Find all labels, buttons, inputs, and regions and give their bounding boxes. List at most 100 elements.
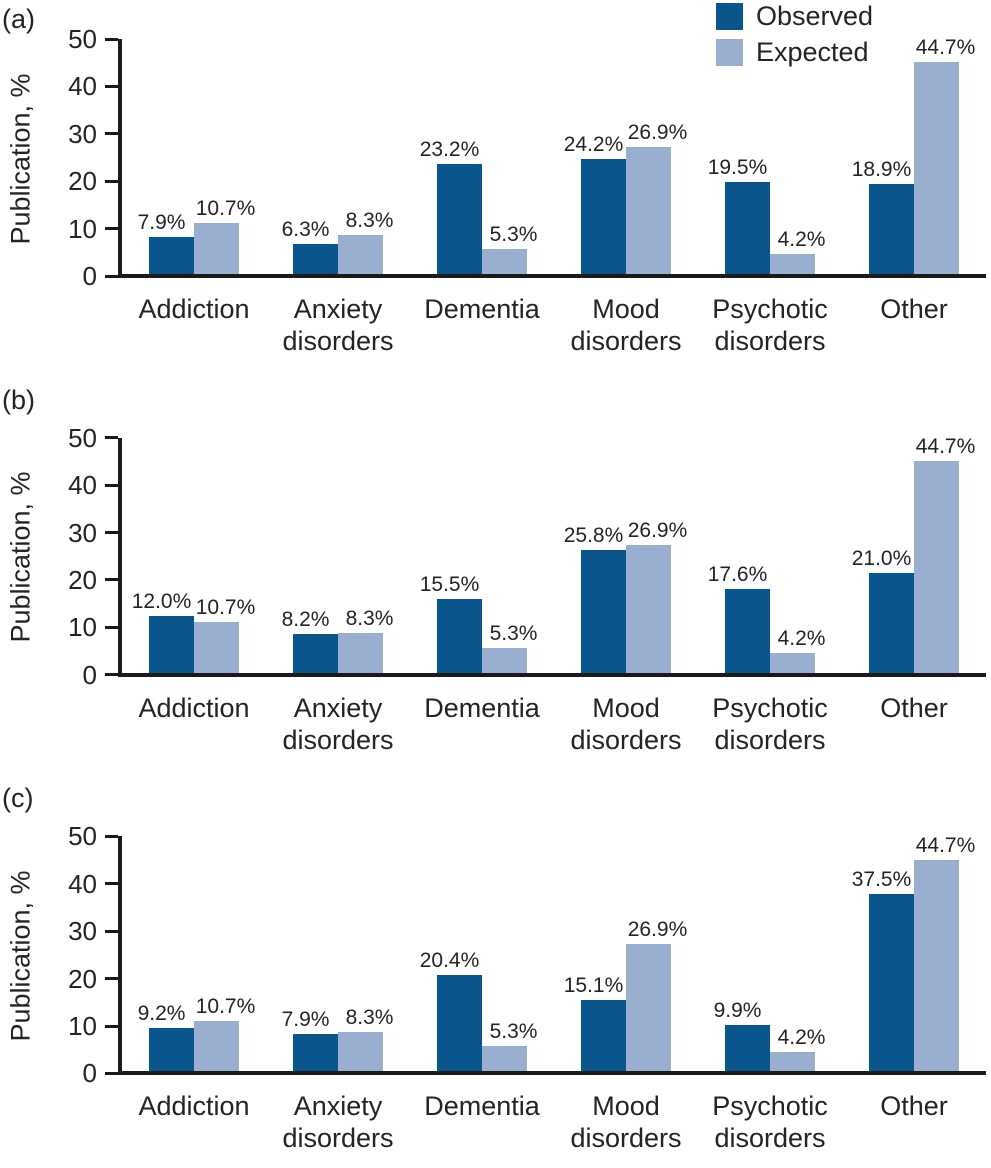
bar-expected-mood-disorders: 26.9%	[626, 122, 687, 274]
y-tick-label: 40	[68, 71, 97, 102]
legend-swatch-observed-icon	[715, 3, 743, 30]
y-tick-label: 0	[82, 261, 97, 291]
y-tick-mark	[105, 673, 118, 677]
panel-c-category-labels: Addiction Anxiety disorders Dementia Moo…	[0, 1091, 991, 1155]
y-tick-mark	[105, 531, 118, 535]
bar-observed-psychotic-disorders: 19.5%	[708, 157, 770, 274]
panel-b-plot-area: 12.0% 10.7% 8.2% 8.3% 15.5% 5.3% 25.8% 26.9% 17.…	[118, 436, 986, 677]
value-label-expected-anxiety-disorders: 8.3%	[345, 208, 394, 232]
panel-c-y-axis: 0 10 20 30 40 50	[42, 823, 118, 1086]
value-label-observed-psychotic-disorders: 19.5%	[707, 155, 768, 179]
panel-b-category-labels: Addiction Anxiety disorders Dementia Moo…	[0, 693, 991, 757]
value-label-expected-psychotic-disorders: 4.2%	[777, 1025, 826, 1049]
panel-b-y-axis: 0 10 20 30 40 50	[42, 425, 118, 688]
panel-a-y-axis-title: Publication, %	[5, 72, 36, 245]
value-label-expected-addiction: 10.7%	[195, 596, 256, 620]
bar-group-addiction: 12.0% 10.7%	[122, 438, 266, 673]
panel-a-letter: (a)	[2, 4, 35, 34]
legend: Observed Expected	[715, 3, 873, 67]
y-tick-label: 50	[68, 821, 97, 852]
value-label-expected-psychotic-disorders: 4.2%	[777, 228, 826, 252]
value-label-observed-anxiety-disorders: 6.3%	[281, 218, 330, 242]
value-label-expected-other: 44.7%	[915, 833, 976, 857]
bar-observed-mood-disorders: 15.1%	[564, 975, 626, 1072]
panel-a-category-labels: Addiction Anxiety disorders Dementia Moo…	[0, 294, 991, 358]
value-label-expected-anxiety-disorders: 8.3%	[345, 607, 394, 631]
category-label-anxiety-disorders: Anxiety disorders	[282, 294, 394, 356]
value-label-expected-psychotic-disorders: 4.2%	[777, 626, 826, 650]
category-label-mood-disorders: Mood disorders	[570, 1091, 682, 1154]
panel-b-chart-row: Publication, % 0 10 20 30 40 50 12.0% 10.7% 8.2…	[0, 425, 991, 688]
bar-expected-anxiety-disorders: 8.3%	[338, 608, 393, 673]
y-tick-mark	[105, 578, 118, 582]
y-tick-mark	[105, 625, 118, 629]
bar-expected-other: 44.7%	[914, 436, 975, 673]
bar-expected-addiction: 10.7%	[194, 198, 255, 274]
category-label-anxiety-disorders: Anxiety disorders	[282, 692, 394, 755]
y-tick-label: 50	[68, 24, 97, 54]
bar-expected-dementia: 5.3%	[482, 623, 537, 673]
value-label-expected-addiction: 10.7%	[195, 994, 256, 1018]
value-label-expected-addiction: 10.7%	[195, 197, 256, 221]
bar-group-mood-disorders: 24.2% 26.9%	[554, 39, 698, 274]
y-tick-mark	[105, 977, 118, 981]
value-label-expected-anxiety-disorders: 8.3%	[345, 1006, 394, 1030]
y-tick-label: 30	[68, 916, 97, 947]
bar-expected-psychotic-disorders: 4.2%	[770, 229, 825, 274]
value-label-expected-other: 44.7%	[915, 36, 976, 60]
value-label-expected-mood-disorders: 26.9%	[627, 120, 688, 144]
bar-observed-addiction: 7.9%	[138, 212, 194, 274]
y-tick-mark	[105, 1024, 118, 1028]
bar-group-dementia: 23.2% 5.3%	[410, 39, 554, 274]
legend-item-expected: Expected	[715, 37, 873, 67]
bar-observed-psychotic-disorders: 17.6%	[708, 564, 770, 673]
value-label-observed-anxiety-disorders: 8.2%	[281, 607, 330, 631]
bar-group-addiction: 9.2% 10.7%	[122, 836, 266, 1072]
category-label-mood-disorders: Mood disorders	[570, 294, 682, 356]
y-tick-label: 0	[82, 659, 97, 690]
bar-group-psychotic-disorders: 19.5% 4.2%	[698, 39, 842, 274]
value-label-observed-mood-disorders: 25.8%	[563, 524, 624, 548]
legend-label-expected: Expected	[755, 37, 869, 67]
value-label-expected-mood-disorders: 26.9%	[627, 519, 688, 543]
value-label-expected-dementia: 5.3%	[489, 1020, 538, 1044]
value-label-observed-mood-disorders: 24.2%	[563, 133, 624, 157]
bar-expected-addiction: 10.7%	[194, 996, 255, 1072]
bar-group-psychotic-disorders: 9.9% 4.2%	[698, 836, 842, 1072]
category-label-dementia: Dementia	[424, 1091, 540, 1122]
panel-a-chart-row: Publication, % 0 10 20 30 40 50 7.9% 10.7% 6.3%…	[0, 26, 991, 289]
category-label-dementia: Dementia	[424, 294, 540, 324]
bar-expected-psychotic-disorders: 4.2%	[770, 1027, 825, 1072]
panel-a-y-axis: 0 10 20 30 40 50	[42, 26, 118, 289]
category-label-other: Other	[880, 294, 948, 324]
y-tick-label: 10	[68, 1011, 97, 1042]
bar-observed-anxiety-disorders: 7.9%	[282, 1009, 338, 1072]
y-tick-mark	[105, 179, 118, 183]
bar-observed-anxiety-disorders: 8.2%	[282, 609, 338, 673]
panel-b: (b) Publication, % 0 10 20 30 40 50 12.0% 10.7…	[0, 384, 991, 757]
bar-group-other: 21.0% 44.7%	[842, 436, 986, 673]
bar-group-other: 37.5% 44.7%	[842, 833, 986, 1072]
legend-swatch-expected-icon	[715, 39, 743, 66]
bar-expected-dementia: 5.3%	[482, 1021, 537, 1072]
legend-item-observed: Observed	[715, 3, 873, 30]
value-label-observed-dementia: 20.4%	[419, 948, 480, 972]
bar-expected-other: 44.7%	[914, 37, 975, 274]
value-label-observed-other: 37.5%	[851, 867, 912, 891]
bar-observed-other: 37.5%	[852, 869, 914, 1072]
y-tick-label: 20	[68, 564, 97, 595]
bar-observed-addiction: 9.2%	[138, 1003, 194, 1072]
y-tick-label: 0	[82, 1058, 97, 1089]
panel-c-y-axis-title: Publication, %	[5, 870, 36, 1042]
value-label-observed-psychotic-disorders: 9.9%	[713, 998, 762, 1022]
panel-a: (a) Observed Expected Publication, % 0 10…	[0, 3, 991, 358]
value-label-observed-addiction: 12.0%	[131, 589, 192, 613]
bar-group-mood-disorders: 15.1% 26.9%	[554, 836, 698, 1072]
value-label-observed-dementia: 15.5%	[419, 573, 480, 597]
bar-group-anxiety-disorders: 8.2% 8.3%	[266, 438, 410, 673]
y-tick-mark	[105, 132, 118, 136]
y-tick-mark	[105, 929, 118, 933]
bar-group-dementia: 15.5% 5.3%	[410, 438, 554, 673]
value-label-observed-psychotic-disorders: 17.6%	[707, 563, 768, 587]
